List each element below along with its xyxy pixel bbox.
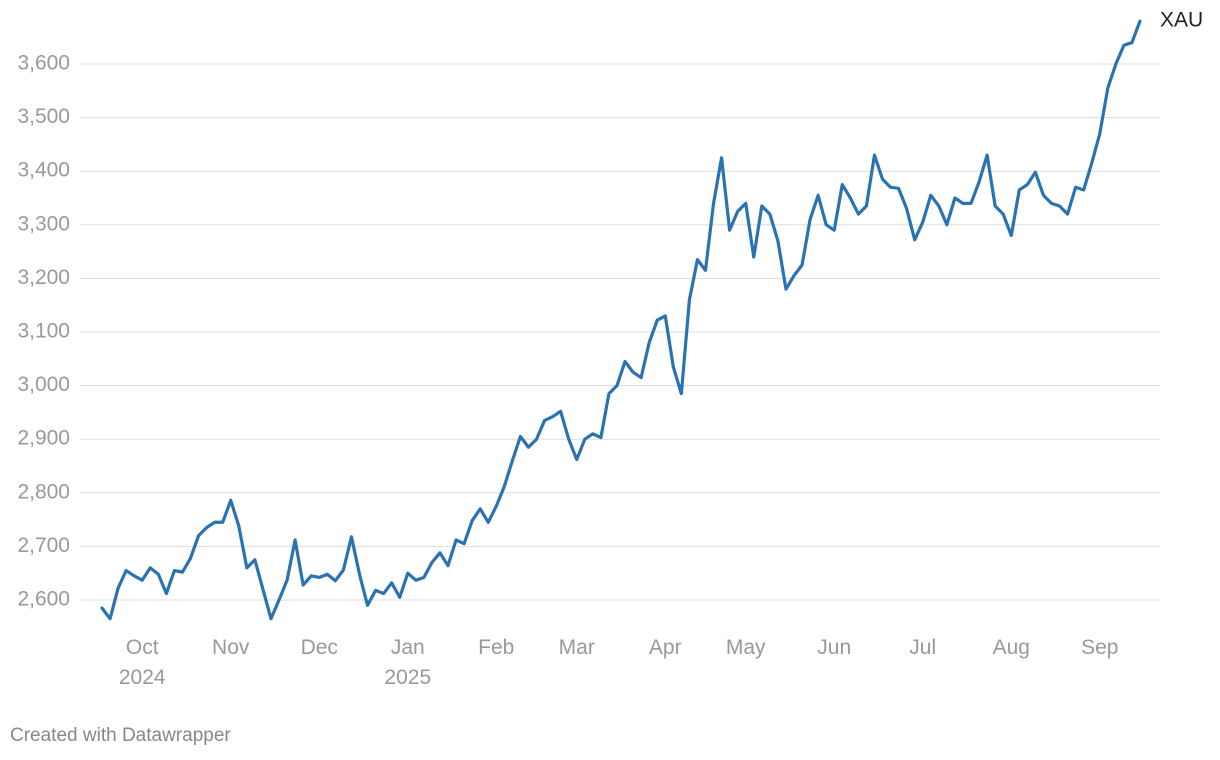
x-tick-label: Sep [1081, 636, 1119, 659]
y-tick-label: 3,300 [17, 212, 70, 235]
x-tick-label: Aug [992, 636, 1030, 659]
y-tick-label: 2,800 [17, 480, 70, 503]
y-tick-label: 3,100 [17, 320, 70, 343]
x-tick-label: Dec [300, 636, 338, 659]
y-tick-label: 3,500 [17, 105, 70, 128]
line [100, 19, 1142, 621]
y-tick-label: 2,900 [17, 427, 70, 450]
y-tick-label: 3,200 [17, 266, 70, 289]
x-tick-label: Jul [909, 636, 937, 659]
credit: Created with Datawrapper [10, 725, 231, 746]
x-tick-label: Oct 2024 [118, 636, 166, 689]
y-tick-label: 2,600 [17, 588, 70, 611]
x-tick-label: Jan 2025 [384, 636, 432, 689]
x-tick-label: Feb [478, 636, 515, 659]
y-tick-label: 3,600 [17, 52, 70, 75]
y-tick-label: 3,000 [17, 373, 70, 396]
y-tick-label: 2,700 [17, 534, 70, 557]
x-tick-label: Jun [817, 636, 852, 659]
x-tick-label: Nov [212, 636, 250, 659]
x-tick-label: Mar [558, 636, 595, 659]
x-tick-label: May [725, 636, 766, 659]
x-tick-label: Apr [648, 636, 682, 659]
y-tick-label: 3,400 [17, 159, 70, 182]
series-label: XAU [1160, 9, 1203, 32]
